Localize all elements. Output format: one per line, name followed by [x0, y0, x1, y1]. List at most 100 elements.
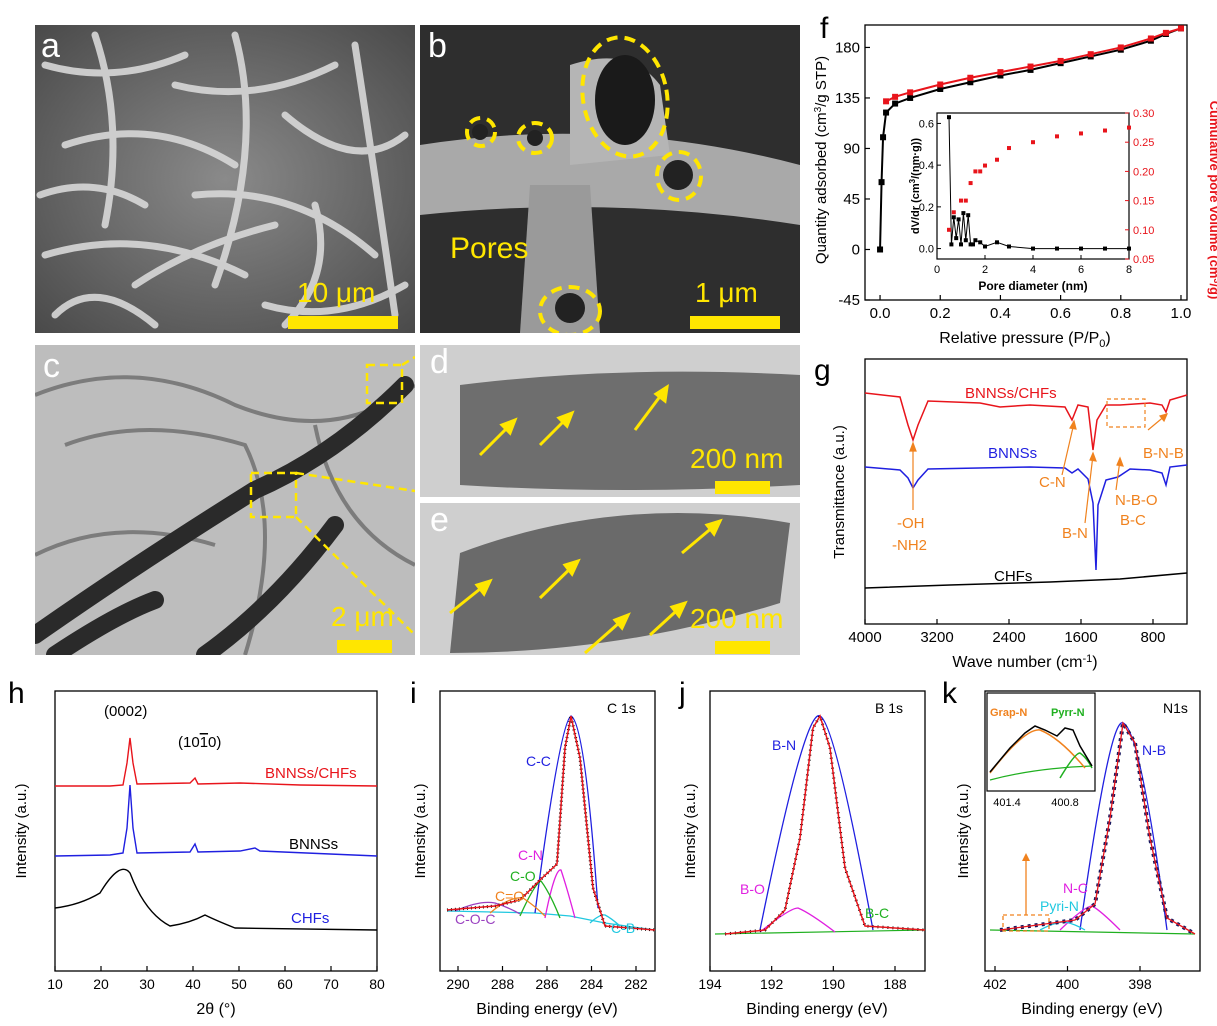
k-inset-label-grapn: Grap-N [990, 707, 1027, 719]
scale-bar-c [337, 640, 392, 653]
f-ylabel: Quantity adsorbed (cm3/g STP) [813, 56, 830, 264]
f-inset-ytick-right-label: 0.05 [1133, 254, 1154, 266]
i-label-co: C-O [510, 868, 536, 884]
i-xtick-label: 288 [491, 976, 515, 992]
f-inset-dvdr-point [978, 240, 983, 245]
sem-image-b: b Pores 1 μm [420, 25, 800, 333]
g-ticks: 4000 3200 2400 1600 800 [848, 619, 1166, 646]
f-inset-dvdr-point [1079, 246, 1083, 251]
f-inset-cumulative-point [1127, 125, 1131, 130]
h-annot-0002: (0002) [104, 703, 147, 720]
j-xtick-label: 194 [698, 976, 722, 992]
h-ticks: 10 20 30 40 50 60 70 80 [47, 966, 385, 992]
i-label-cb: C-B [611, 920, 635, 936]
f-inset: 0 2 4 6 8 0.0 0.2 0.4 0.6 0.05 0.10 0.15 0.20 0.25 0.3… [919, 108, 1155, 276]
g-annot-nh2: -NH2 [892, 537, 927, 554]
i-xlabel: Binding energy (eV) [476, 1001, 617, 1018]
g-annotation-arrows [909, 413, 1169, 524]
k-xtick-label: 402 [983, 976, 1007, 992]
g-dashed-box [1106, 398, 1146, 428]
k-inset-label-pyrrn: Pyrr-N [1051, 707, 1085, 719]
h-series-chfs [54, 868, 378, 931]
tem-fiber-e [420, 503, 800, 655]
f-inset-dvdr-point [973, 238, 978, 243]
panel-label-e: e [430, 503, 449, 539]
f-inset-cumulative-point [963, 198, 968, 203]
i-envelope [446, 715, 656, 931]
f-inset-cumulative-point [983, 163, 987, 168]
panel-label-k: k [942, 677, 958, 710]
f-inset-dvdr-point [966, 213, 971, 218]
f-inset-cumulative-point [1103, 128, 1107, 133]
k-inset-grapn [989, 729, 1086, 774]
sem-image-a: a 10 μm [35, 25, 415, 333]
g-xtick-label: 2400 [992, 629, 1025, 646]
chart-h-xrd: h 10 20 30 40 50 60 70 80 (0002) (1010) BNNSs/C… [8, 677, 385, 1018]
f-inset-ytick-right-label: 0.25 [1133, 137, 1154, 149]
f-inset-xtick-label: 2 [982, 264, 988, 276]
scale-bar-d [715, 481, 770, 494]
g-legend-chfs: CHFs [994, 568, 1032, 585]
h-ylabel: Intensity (a.u.) [13, 783, 30, 878]
f-series [877, 25, 1184, 253]
k-title: N1s [1163, 700, 1188, 716]
f-inset-xtick-label: 8 [1126, 264, 1132, 276]
i-ylabel: Intensity (a.u.) [412, 783, 429, 878]
g-annot-bc: B-C [1120, 512, 1146, 529]
f-inset-ytick-label: 0.0 [919, 244, 934, 256]
h-legend-chfs: CHFs [291, 910, 329, 927]
f-inset-cumulative-point [1079, 131, 1083, 136]
g-xtick-label: 4000 [848, 629, 881, 646]
f-inset-ytick-right-label: 0.30 [1133, 108, 1154, 120]
f-ytick-label: 180 [835, 39, 860, 56]
f-inset-dvdr-point [959, 242, 963, 247]
g-xlabel: Wave number (cm-1) [952, 653, 1097, 671]
f-xtick-label: 0.6 [1050, 305, 1071, 322]
k-inset-tick-1: 400.8 [1051, 797, 1079, 809]
h-series-bnns [54, 784, 378, 857]
g-xtick-label: 1600 [1064, 629, 1097, 646]
f-inset-cumulative-point [978, 169, 983, 174]
f-inset-dvdr-point [954, 236, 959, 241]
axes-frame-j [709, 690, 926, 972]
f-inset-cumulative-point [995, 157, 999, 162]
panel-label-j: j [678, 677, 686, 710]
fiber-network-a [35, 25, 415, 333]
h-xtick-label: 10 [47, 976, 63, 992]
f-inset-cumulative-point [968, 181, 973, 186]
f-inset-ytick-label: 0.4 [919, 160, 934, 172]
tem-fibers-c [35, 345, 415, 655]
i-xtick-label: 282 [624, 976, 648, 992]
f-inset-ytick-label: 0.6 [919, 118, 934, 130]
scale-bar-a [288, 316, 398, 329]
f-inset-dvdr-point [983, 244, 987, 249]
scale-text-b: 1 μm [695, 277, 758, 308]
scale-bar-e [715, 641, 770, 654]
scale-bar-b [690, 316, 780, 329]
f-inset-cumulative-point [1007, 146, 1011, 151]
scale-text-d: 200 nm [690, 443, 784, 474]
i-baseline [446, 910, 656, 931]
f-line-adsorption [879, 27, 1182, 250]
f-ylabel-right: Cumulative pore volume (cm3/g) [1207, 101, 1217, 300]
f-inset-ytick-right-label: 0.15 [1133, 196, 1154, 208]
tem-fiber-d [420, 345, 800, 497]
i-peak-coc [454, 901, 521, 915]
f-inset-ytick-label: 0.2 [919, 202, 934, 214]
f-inset-cumulative-point [1055, 134, 1059, 139]
k-inset-data [989, 725, 1093, 773]
f-ytick-label: 45 [843, 191, 860, 208]
j-ylabel: Intensity (a.u.) [682, 783, 699, 878]
pore-fibers-b [420, 25, 800, 333]
f-inset-dvdr-point [961, 211, 966, 216]
f-inset-cumulative-point [959, 198, 963, 203]
f-xlabel: Relative pressure (P/P0) [939, 330, 1111, 350]
k-inset-tick-0: 401.4 [993, 797, 1021, 809]
h-xtick-label: 30 [139, 976, 155, 992]
scale-text-a: 10 μm [297, 277, 376, 308]
panel-label-f: f [820, 12, 829, 45]
h-annot-1010: (1010) [178, 734, 221, 751]
panel-label-a: a [41, 27, 60, 65]
f-inset-dvdr-point [1007, 244, 1011, 249]
f-inset-dvdr-point [949, 242, 954, 247]
